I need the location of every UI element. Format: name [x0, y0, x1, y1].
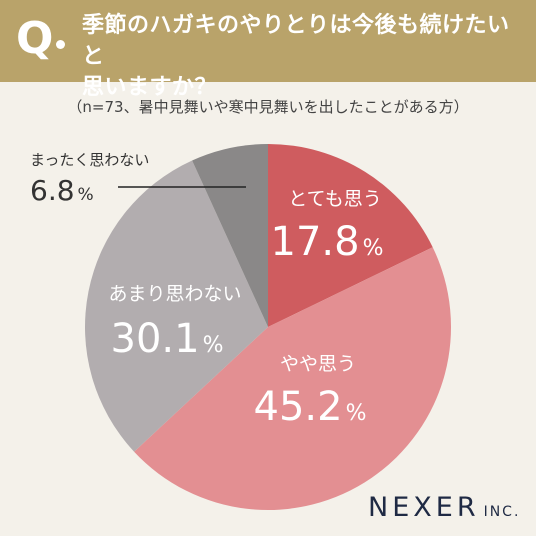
slice-value-strongly-agree: 17.8% — [271, 219, 384, 265]
q-dot-icon — [56, 40, 65, 49]
slice-label-strongly-disagree: まったく思わない — [30, 151, 149, 169]
pie-slice-strongly-agree — [268, 144, 433, 327]
nexer-logo: NEXER INC. — [368, 492, 520, 523]
question-line-1: 季節のハガキのやりとりは今後も続けたいと — [82, 13, 510, 69]
slice-value-strongly-disagree: 6.8% — [30, 174, 94, 207]
slice-value-agree: 45.2% — [254, 384, 367, 430]
slice-label-disagree: あまり思わない — [108, 283, 241, 305]
slice-label-strongly-agree: とても思う — [288, 188, 381, 210]
logo-main: NEXER — [368, 492, 480, 523]
slice-value-disagree: 30.1% — [111, 316, 224, 362]
logo-inc: INC. — [483, 504, 521, 520]
sample-note: （n=73、暑中見舞いや寒中見舞いを出したことがある方） — [67, 98, 469, 116]
pie-slice-agree — [134, 247, 452, 511]
q-mark: Q — [16, 13, 54, 64]
question-text: 季節のハガキのやりとりは今後も続けたいと 思いますか？ — [82, 10, 522, 103]
pie-slice-strongly-disagree — [192, 144, 268, 327]
pie-slice-disagree — [84, 160, 268, 452]
slice-label-agree: やや思う — [280, 353, 356, 375]
question-line-2: 思いますか？ — [82, 75, 218, 100]
question-header: Q 季節のハガキのやりとりは今後も続けたいと 思いますか？ — [0, 0, 536, 100]
